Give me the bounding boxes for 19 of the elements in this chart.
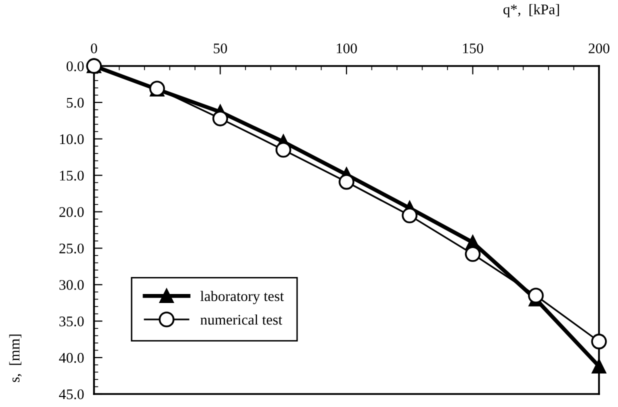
x-tick-label: 50 xyxy=(214,43,227,54)
y-axis-title: s, [mm] xyxy=(9,334,22,382)
x-tick-label: 0 xyxy=(90,43,98,54)
x-tick-label: 150 xyxy=(463,43,484,54)
y-tick-label: 30.0 xyxy=(59,280,84,290)
x-tick-label: 100 xyxy=(336,43,357,54)
y-tick-label: 40.0 xyxy=(59,352,84,363)
y-tick-label: 10.0 xyxy=(60,134,84,144)
legend-label: numerical test xyxy=(200,314,282,325)
y-tick-label: 25.0 xyxy=(59,244,84,254)
y-tick-label: 0.0 xyxy=(66,61,84,72)
x-tick-label: 200 xyxy=(588,43,610,54)
x-axis-title: q*, [kPa] xyxy=(503,4,559,18)
legend-label: laboratory test xyxy=(200,290,284,304)
y-tick-label: 20.0 xyxy=(59,207,84,218)
y-tick-label: 5.0 xyxy=(66,98,84,108)
y-tick-label: 15.0 xyxy=(60,170,84,181)
y-tick-label: 45.0 xyxy=(59,389,84,400)
y-tick-label: 35.0 xyxy=(59,316,84,326)
